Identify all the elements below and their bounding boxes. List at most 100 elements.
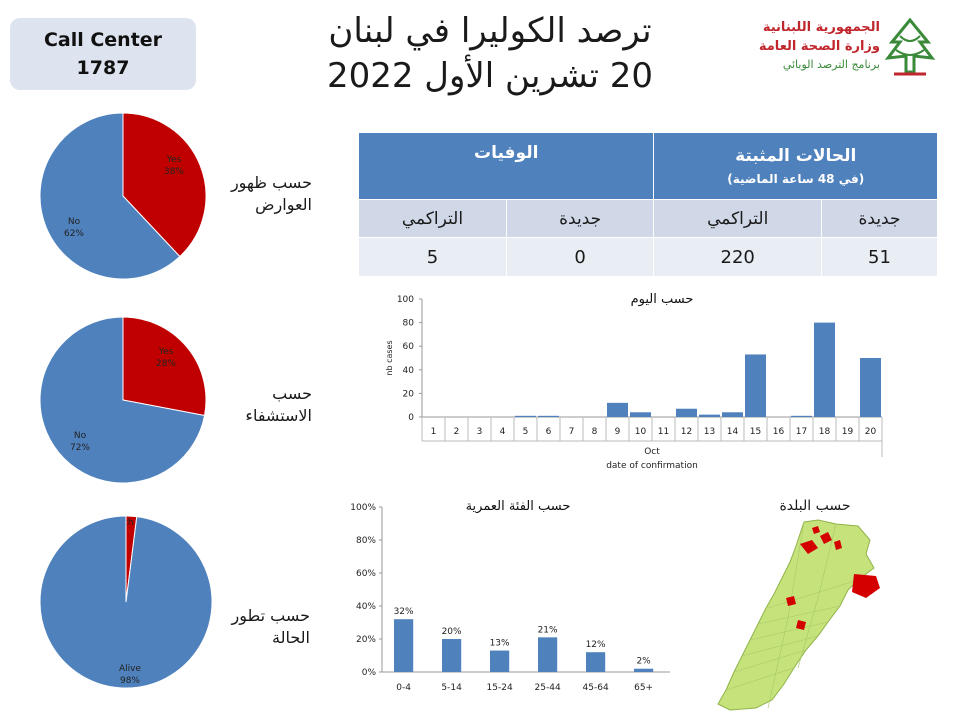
bar-day-15 bbox=[745, 354, 766, 417]
y-tick-label: 20 bbox=[403, 389, 415, 399]
pie-slice-yes bbox=[122, 316, 207, 417]
x-tick-label: 11 bbox=[658, 427, 669, 437]
confirmed-new-header: جديدة bbox=[821, 199, 938, 238]
bar-day-14 bbox=[722, 412, 743, 417]
x-tick-label: 4 bbox=[500, 427, 506, 437]
pie-slice-alive bbox=[39, 515, 213, 689]
bar-age-25-44 bbox=[538, 637, 558, 672]
lebanon-outline bbox=[717, 519, 875, 711]
pie-slice-value: 72% bbox=[70, 443, 90, 453]
deaths-new-header: جديدة bbox=[505, 199, 655, 238]
bar-value-label: 21% bbox=[538, 625, 558, 635]
pie-slice-value: 28% bbox=[156, 359, 176, 369]
pie-slice-value: 62% bbox=[64, 229, 84, 239]
x-tick-label: 13 bbox=[704, 427, 715, 437]
bar-value-label: 13% bbox=[490, 639, 510, 649]
pie-slice-no bbox=[39, 112, 181, 280]
confirmed-cases-title: الحالات المثبتة bbox=[735, 146, 857, 166]
bar-day-9 bbox=[607, 402, 628, 417]
chart-title-by-day: حسب اليوم bbox=[631, 292, 694, 307]
x-tick-label: 15 bbox=[750, 427, 761, 437]
logo-text: الجمهورية اللبنانية وزارة الصحة العامة ب… bbox=[759, 18, 880, 74]
x-tick-label: 65+ bbox=[634, 683, 653, 693]
y-tick-label: 0% bbox=[362, 668, 377, 678]
deaths-cumulative-value: 5 bbox=[358, 237, 507, 277]
confirmed-new-value: 51 bbox=[821, 237, 938, 277]
x-tick-label: 8 bbox=[592, 427, 598, 437]
map-hotspots bbox=[786, 526, 880, 630]
deaths-cumulative-header: التراكمي bbox=[358, 199, 507, 238]
y-tick-label: 40 bbox=[403, 366, 415, 376]
summary-table: الحالات المثبتة (في 48 ساعة الماضية) الو… bbox=[357, 132, 938, 277]
bar-age-0-4 bbox=[394, 619, 414, 672]
y-tick-label: 100% bbox=[350, 503, 376, 513]
deaths-header: الوفيات bbox=[357, 132, 655, 200]
pie-chart-symptoms: Yes 38% No 62% bbox=[39, 112, 207, 280]
call-center-badge: Call Center 1787 bbox=[10, 18, 196, 90]
x-tick-label: 5 bbox=[523, 427, 529, 437]
bar-day-18 bbox=[814, 322, 835, 417]
bar-value-label: 20% bbox=[442, 627, 462, 637]
map-title: حسب البلدة bbox=[779, 498, 851, 514]
x-tick-label: 25-44 bbox=[535, 683, 561, 693]
x-tick-label: 10 bbox=[635, 427, 647, 437]
bar-day-5 bbox=[515, 415, 536, 417]
bar-day-20 bbox=[860, 358, 881, 417]
bar-chart-by-age: 0% 20% 40% 60% 80% 100% 32% 0-4 20% 5-14 13% 15-24 2… bbox=[350, 499, 670, 693]
x-tick-label: 16 bbox=[773, 427, 785, 437]
bar-age-15-24 bbox=[490, 650, 510, 672]
x-tick-label: 7 bbox=[569, 427, 575, 437]
title-line-1: ترصد الكوليرا في لبنان bbox=[328, 11, 652, 51]
x-tick-label: 20 bbox=[865, 427, 877, 437]
pie-slice-value: 98% bbox=[120, 676, 140, 686]
call-center-label: Call Center bbox=[43, 29, 163, 51]
x-tick-label: 6 bbox=[546, 427, 552, 437]
y-axis-label: nb cases bbox=[385, 340, 394, 375]
bar-day-17 bbox=[791, 415, 812, 417]
x-tick-label: 17 bbox=[796, 427, 807, 437]
y-tick-label: 20% bbox=[356, 635, 376, 645]
pie-title-outcome: حسب تطور الحالة bbox=[231, 606, 310, 647]
bar-age-5-14 bbox=[442, 639, 462, 672]
pie-slice-no bbox=[39, 316, 206, 484]
lebanon-map bbox=[717, 519, 880, 711]
x-tick-label: 3 bbox=[477, 427, 483, 437]
x-tick-label: 5-14 bbox=[441, 683, 462, 693]
y-tick-label: 0 bbox=[408, 413, 414, 423]
bar-value-label: 32% bbox=[394, 607, 414, 617]
confirmed-cumulative-header: التراكمي bbox=[653, 199, 822, 238]
x-tick-label: 2 bbox=[454, 427, 460, 437]
x-tick-label: 19 bbox=[842, 427, 854, 437]
y-tick-label: 100 bbox=[397, 295, 414, 305]
x-tick-label: 18 bbox=[819, 427, 831, 437]
y-tick-label: 80 bbox=[403, 319, 415, 329]
logo-line-2: وزارة الصحة العامة bbox=[758, 39, 880, 54]
confirmed-cumulative-value: 220 bbox=[653, 237, 822, 277]
pie-slice-label: Yes bbox=[166, 155, 182, 165]
pie-slice-label: No bbox=[74, 431, 87, 441]
cedar-icon bbox=[884, 17, 936, 76]
bar-age-65+ bbox=[634, 668, 654, 672]
logo-line-3: برنامج الترصد الوبائي bbox=[782, 58, 880, 71]
title-line-2: 20 تشرين الأول 2022 bbox=[326, 56, 654, 96]
pie-title-hospitalization: حسب الاستشفاء bbox=[245, 384, 312, 425]
y-tick-label: 40% bbox=[356, 602, 376, 612]
x-tick-label: 45-64 bbox=[583, 683, 609, 693]
x-group-label: Oct bbox=[644, 447, 660, 457]
bar-day-12 bbox=[676, 408, 697, 417]
chart-title-by-age: حسب الفئة العمرية bbox=[466, 499, 571, 514]
district-lines bbox=[725, 521, 859, 709]
x-tick-label: 1 bbox=[431, 427, 437, 437]
pie-slice-label: Alive bbox=[119, 664, 141, 674]
x-tick-label: 15-24 bbox=[487, 683, 513, 693]
y-tick-label: 60 bbox=[403, 342, 415, 352]
x-axis-label: date of confirmation bbox=[606, 461, 698, 471]
bar-age-45-64 bbox=[586, 652, 606, 672]
pie-slice-yes bbox=[122, 112, 207, 258]
ministry-logo: الجمهورية اللبنانية وزارة الصحة العامة ب… bbox=[752, 16, 942, 78]
pie-chart-hospitalization: Yes 28% No 72% bbox=[39, 316, 207, 484]
bar-day-13 bbox=[699, 414, 720, 417]
y-tick-label: 80% bbox=[356, 536, 376, 546]
